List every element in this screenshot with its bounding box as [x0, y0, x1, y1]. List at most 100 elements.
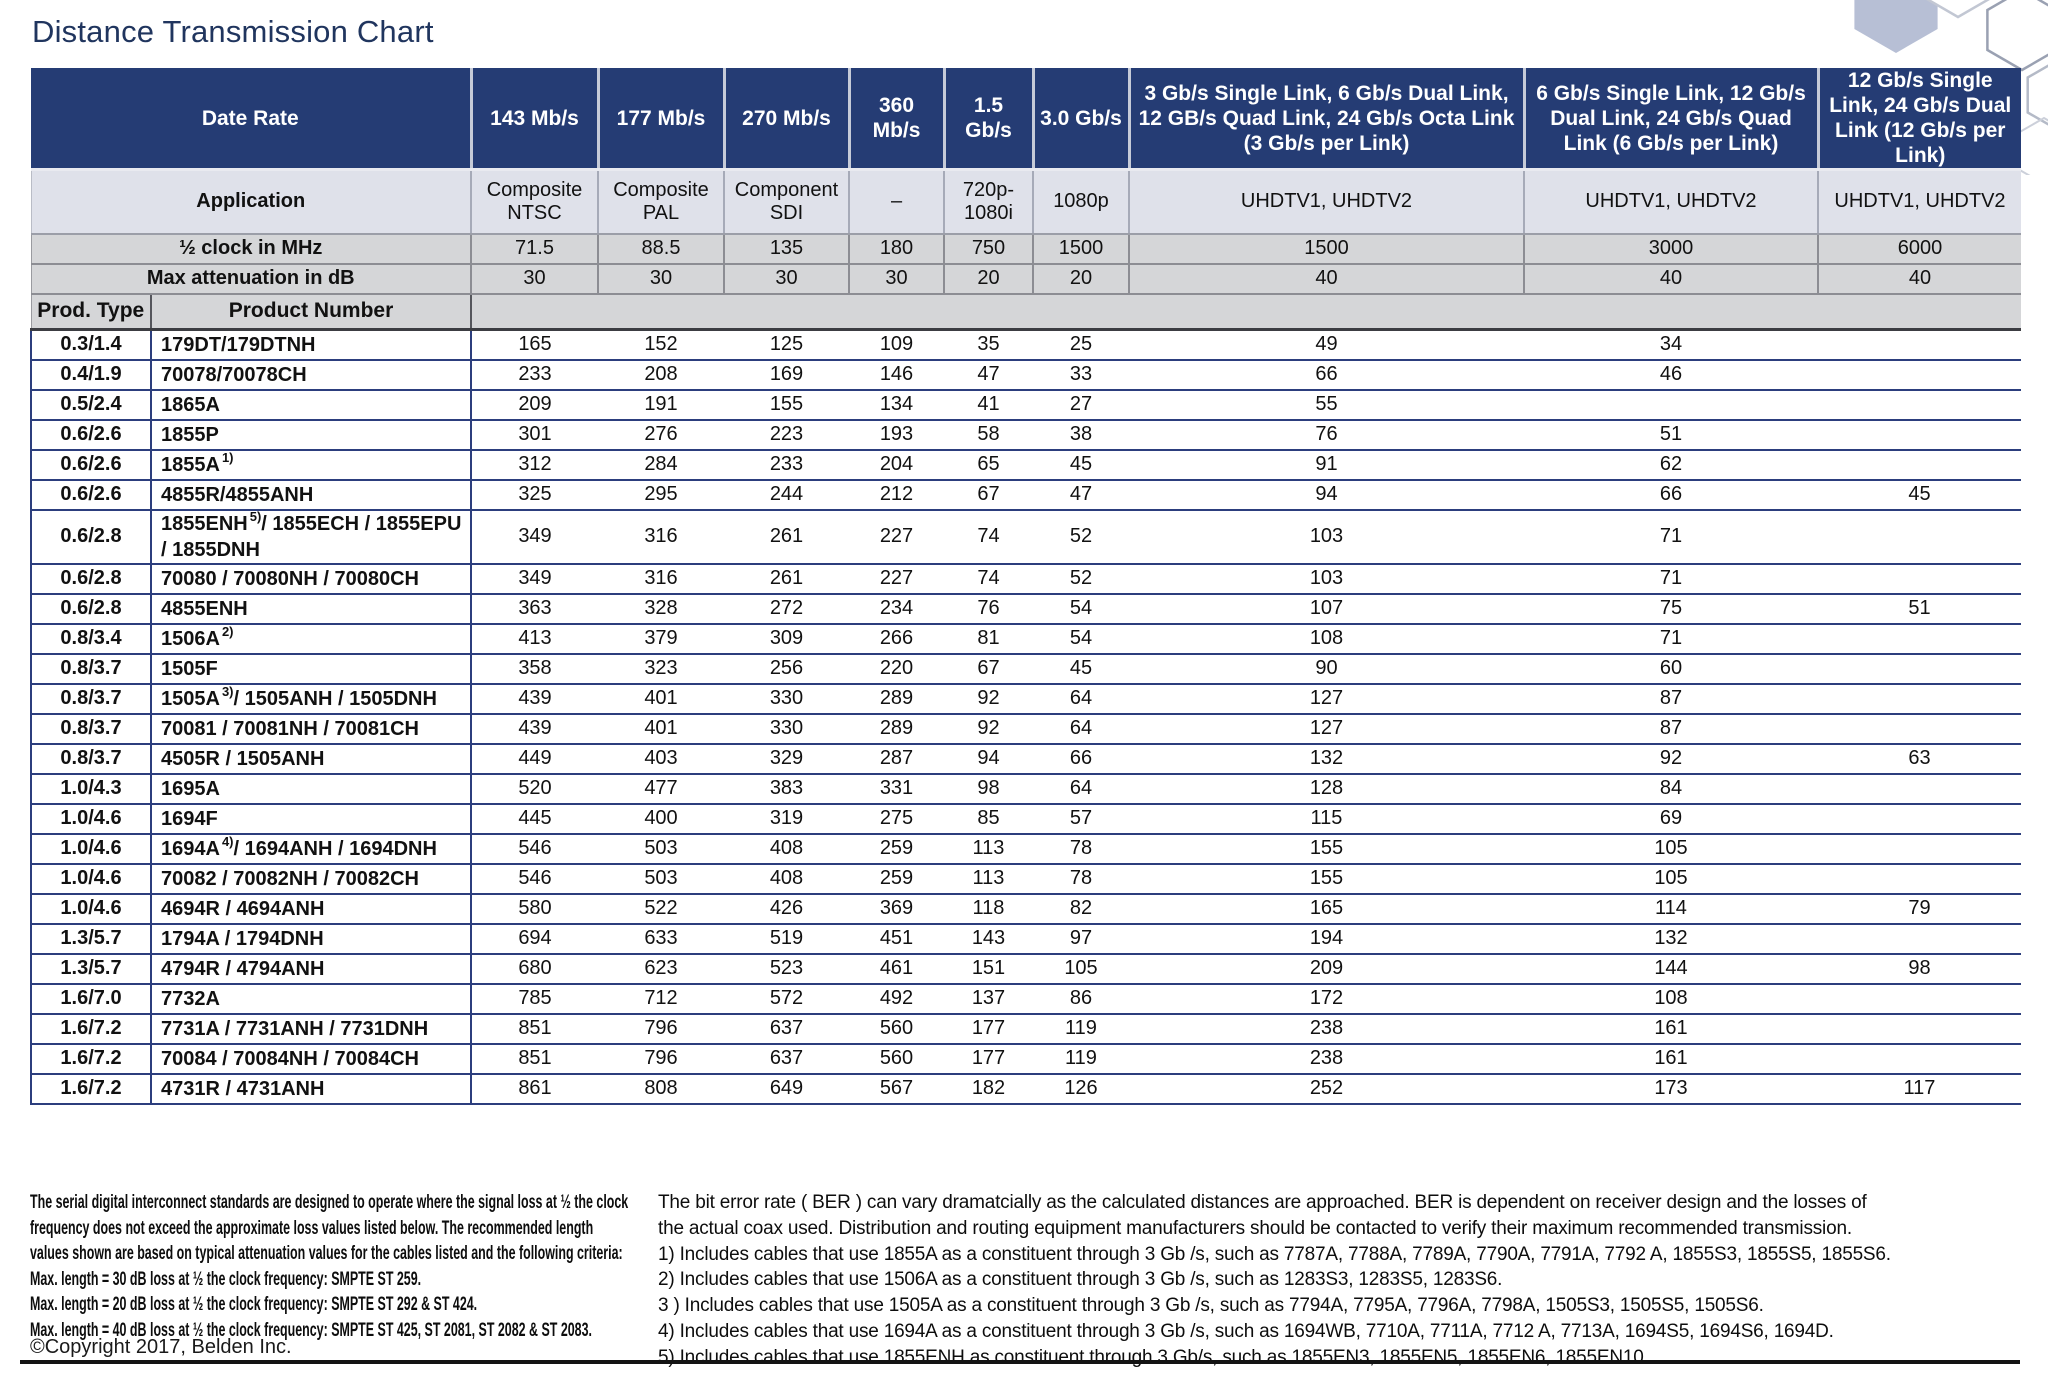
value-cell: 71 [1524, 623, 1818, 655]
data-rate-cell: 143 Mb/s [469, 68, 598, 171]
value-cell: 209 [1129, 953, 1524, 985]
value-cell: 71 [1524, 509, 1818, 565]
value-cell: 103 [1129, 509, 1524, 565]
value-cell: 128 [1129, 773, 1524, 805]
product-name-rest: / 1694ANH / 1694DNH [233, 837, 437, 860]
footnote-line: 3 ) Includes cables that use 1505A as a … [658, 1295, 1764, 1317]
value-cell: 284 [598, 449, 724, 481]
value-cell: 796 [598, 1043, 724, 1075]
value-cell: 208 [598, 359, 724, 391]
value-cell: 107 [1129, 593, 1524, 625]
data-rate-cell: 270 Mb/s [722, 68, 849, 171]
table-row: 1.0/4.3 1695A 520 477 383 331 98 64 128 … [30, 773, 2021, 805]
value-cell: 64 [1033, 713, 1129, 745]
value-cell: 451 [849, 923, 944, 955]
value-cell [1818, 923, 2021, 955]
value-cell: 58 [944, 419, 1033, 451]
data-rate-cell: 12 Gb/s Single Link, 24 Gb/s Dual Link (… [1816, 68, 2021, 171]
value-cell: 91 [1129, 449, 1524, 481]
product-name: 4505R / 1505ANH [161, 747, 325, 770]
product-number-cell: 1506A 2) [151, 623, 472, 655]
product-name: 70080 / 70080NH / 70080CH [161, 567, 419, 590]
product-number-cell: 179DT/179DTNH [151, 329, 472, 361]
value-cell: 275 [849, 803, 944, 835]
value-cell: 92 [944, 713, 1033, 745]
value-cell: 35 [944, 329, 1033, 361]
value-cell: 25 [1033, 329, 1129, 361]
date-rate-label: Date Rate [31, 68, 471, 171]
table-row: 0.4/1.9 70078/70078CH 233 208 169 146 47… [30, 359, 2021, 391]
value-cell: 177 [944, 1013, 1033, 1045]
value-cell: 144 [1524, 953, 1818, 985]
value-cell: 312 [471, 449, 598, 481]
prod-type-cell: 1.3/5.7 [30, 953, 152, 985]
table-row: 0.8/3.7 70081 / 70081NH / 70081CH 439 40… [30, 713, 2021, 745]
value-cell: 92 [944, 683, 1033, 715]
value-cell: 316 [598, 509, 724, 565]
product-number-cell: 1855ENH 5)/ 1855ECH / 1855EPU / 1855DNH [151, 509, 472, 565]
prod-type-cell: 1.6/7.2 [30, 1013, 152, 1045]
value-cell: 449 [471, 743, 598, 775]
value-cell: 492 [849, 983, 944, 1015]
prod-type-cell: 0.8/3.7 [30, 743, 152, 775]
application-cell: UHDTV1, UHDTV2 [1128, 169, 1524, 235]
value-cell: 238 [1129, 1043, 1524, 1075]
value-cell: 259 [849, 833, 944, 865]
max-attenuation-cell: 30 [470, 263, 598, 295]
value-cell: 155 [1129, 863, 1524, 895]
value-cell: 252 [1129, 1073, 1524, 1105]
column-header-row: Prod. Type Product Number [30, 293, 2021, 331]
product-number-cell: 4794R / 4794ANH [151, 953, 472, 985]
value-cell: 134 [849, 389, 944, 421]
value-cell: 319 [724, 803, 849, 835]
table-row: 1.0/4.6 70082 / 70082NH / 70082CH 546 50… [30, 863, 2021, 895]
footnote-line: The serial digital interconnect standard… [30, 1192, 629, 1213]
value-cell: 86 [1033, 983, 1129, 1015]
value-cell: 316 [598, 563, 724, 595]
value-cell: 477 [598, 773, 724, 805]
product-name: 1855A [161, 453, 220, 476]
value-cell: 27 [1033, 389, 1129, 421]
product-name-rest: / 1855ECH / 1855EPU / 1855DNH [161, 512, 462, 561]
prod-type-cell: 0.3/1.4 [30, 329, 152, 361]
value-cell: 503 [598, 863, 724, 895]
table-row: 1.6/7.2 4731R / 4731ANH 861 808 649 567 … [30, 1073, 2021, 1105]
value-cell: 193 [849, 419, 944, 451]
prod-type-cell: 0.6/2.6 [30, 449, 152, 481]
value-cell: 227 [849, 563, 944, 595]
prod-type-cell: 0.8/3.7 [30, 713, 152, 745]
table-body: 0.3/1.4 179DT/179DTNH 165 152 125 109 35… [30, 329, 2021, 1105]
value-cell: 92 [1524, 743, 1818, 775]
value-cell: 55 [1129, 389, 1524, 421]
value-cell: 403 [598, 743, 724, 775]
product-name: 70078/70078CH [161, 363, 307, 386]
table-row: 0.8/3.7 1505A 3)/ 1505ANH / 1505DNH 439 4… [30, 683, 2021, 715]
product-name: 4855R/4855ANH [161, 483, 314, 506]
value-cell: 94 [944, 743, 1033, 775]
value-cell: 84 [1524, 773, 1818, 805]
product-number-cell: 70081 / 70081NH / 70081CH [151, 713, 472, 745]
value-cell: 212 [849, 479, 944, 511]
prod-type-cell: 0.8/3.7 [30, 683, 152, 715]
value-cell [1818, 389, 2021, 421]
hexagon-outline-2 [1986, 0, 2048, 72]
value-cell: 78 [1033, 863, 1129, 895]
value-cell: 194 [1129, 923, 1524, 955]
product-name: 7731A / 7731ANH / 7731DNH [161, 1017, 429, 1040]
value-cell: 408 [724, 863, 849, 895]
value-cell: 851 [471, 1013, 598, 1045]
value-cell: 74 [944, 509, 1033, 565]
value-cell: 379 [598, 623, 724, 655]
prod-type-cell: 0.5/2.4 [30, 389, 152, 421]
value-cell: 546 [471, 833, 598, 865]
value-cell: 161 [1524, 1043, 1818, 1075]
value-cell: 259 [849, 863, 944, 895]
value-cell [1818, 653, 2021, 685]
value-cell: 118 [944, 893, 1033, 925]
value-cell: 272 [724, 593, 849, 625]
value-cell: 191 [598, 389, 724, 421]
value-cell: 227 [849, 509, 944, 565]
value-cell: 330 [724, 683, 849, 715]
prod-type-cell: 1.0/4.6 [30, 833, 152, 865]
value-cell: 238 [1129, 1013, 1524, 1045]
